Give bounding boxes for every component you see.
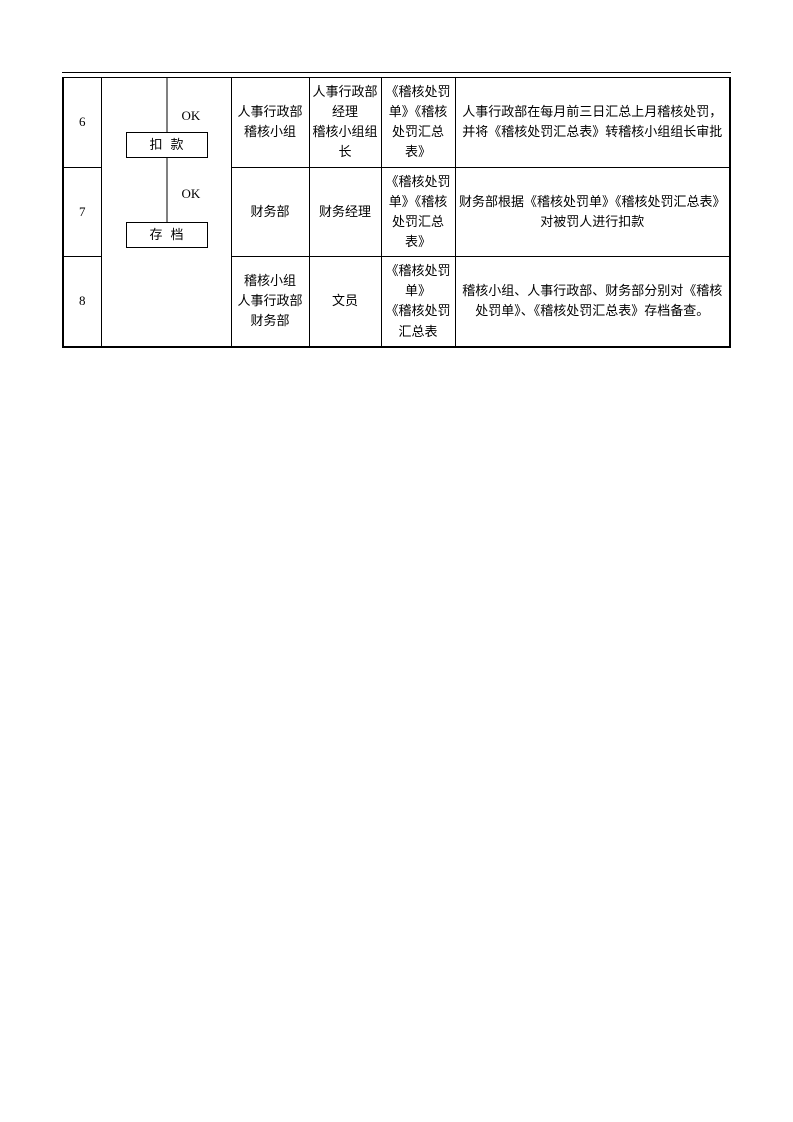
cell-desc: 稽核小组、人事行政部、财务部分别对《稽核处罚单》、《稽核处罚汇总表》存档备查。 (455, 257, 730, 347)
dept-text: 人事行政部稽核小组 (237, 104, 302, 139)
cell-role: 文员 (309, 257, 381, 347)
cell-flowchart: OK 扣款 OK 存档 (101, 78, 231, 347)
cell-num: 6 (63, 78, 101, 168)
process-table: 6 OK 扣款 OK 存档 人事行政部稽核小组 人事行政部经理稽核小组组长 《稽… (62, 77, 731, 348)
flow-box-archive-label: 存档 (149, 225, 191, 245)
dept-text: 稽核小组人事行政部财务部 (237, 273, 302, 328)
cell-num: 7 (63, 167, 101, 257)
cell-dept: 人事行政部稽核小组 (231, 78, 309, 168)
doc-text: 《稽核处罚单》《稽核处罚汇总表》 (385, 174, 450, 249)
role-text: 文员 (332, 293, 358, 308)
cell-desc: 财务部根据《稽核处罚单》《稽核处罚汇总表》对被罚人进行扣款 (455, 167, 730, 257)
doc-text: 《稽核处罚单》《稽核处罚汇总表 (385, 263, 450, 338)
role-text: 人事行政部经理稽核小组组长 (313, 84, 378, 159)
top-rule (62, 72, 731, 73)
cell-dept: 财务部 (231, 167, 309, 257)
flow-label-ok1: OK (182, 106, 201, 126)
cell-role: 人事行政部经理稽核小组组长 (309, 78, 381, 168)
table-row: 6 OK 扣款 OK 存档 人事行政部稽核小组 人事行政部经理稽核小组组长 《稽… (63, 78, 730, 168)
cell-doc: 《稽核处罚单》《稽核处罚汇总表》 (381, 167, 455, 257)
flow-connectors (102, 78, 231, 346)
role-text: 财务经理 (319, 204, 371, 219)
row-number: 6 (79, 114, 86, 129)
flowchart: OK 扣款 OK 存档 (102, 78, 231, 346)
flow-label-ok2: OK (182, 184, 201, 204)
cell-doc: 《稽核处罚单》《稽核处罚汇总表》 (381, 78, 455, 168)
flow-box-deduct: 扣款 (126, 132, 208, 158)
flow-box-deduct-label: 扣款 (149, 135, 191, 155)
dept-text: 财务部 (250, 204, 289, 219)
desc-text: 稽核小组、人事行政部、财务部分别对《稽核处罚单》、《稽核处罚汇总表》存档备查。 (462, 283, 722, 318)
doc-text: 《稽核处罚单》《稽核处罚汇总表》 (385, 84, 450, 159)
row-number: 8 (79, 293, 86, 308)
desc-text: 人事行政部在每月前三日汇总上月稽核处罚，并将《稽核处罚汇总表》转稽核小组组长审批 (462, 104, 722, 139)
row-number: 7 (79, 204, 86, 219)
flow-box-archive: 存档 (126, 222, 208, 248)
cell-role: 财务经理 (309, 167, 381, 257)
page-container: 6 OK 扣款 OK 存档 人事行政部稽核小组 人事行政部经理稽核小组组长 《稽… (0, 0, 793, 348)
cell-dept: 稽核小组人事行政部财务部 (231, 257, 309, 347)
desc-text: 财务部根据《稽核处罚单》《稽核处罚汇总表》对被罚人进行扣款 (459, 194, 726, 229)
cell-desc: 人事行政部在每月前三日汇总上月稽核处罚，并将《稽核处罚汇总表》转稽核小组组长审批 (455, 78, 730, 168)
cell-num: 8 (63, 257, 101, 347)
cell-doc: 《稽核处罚单》《稽核处罚汇总表 (381, 257, 455, 347)
